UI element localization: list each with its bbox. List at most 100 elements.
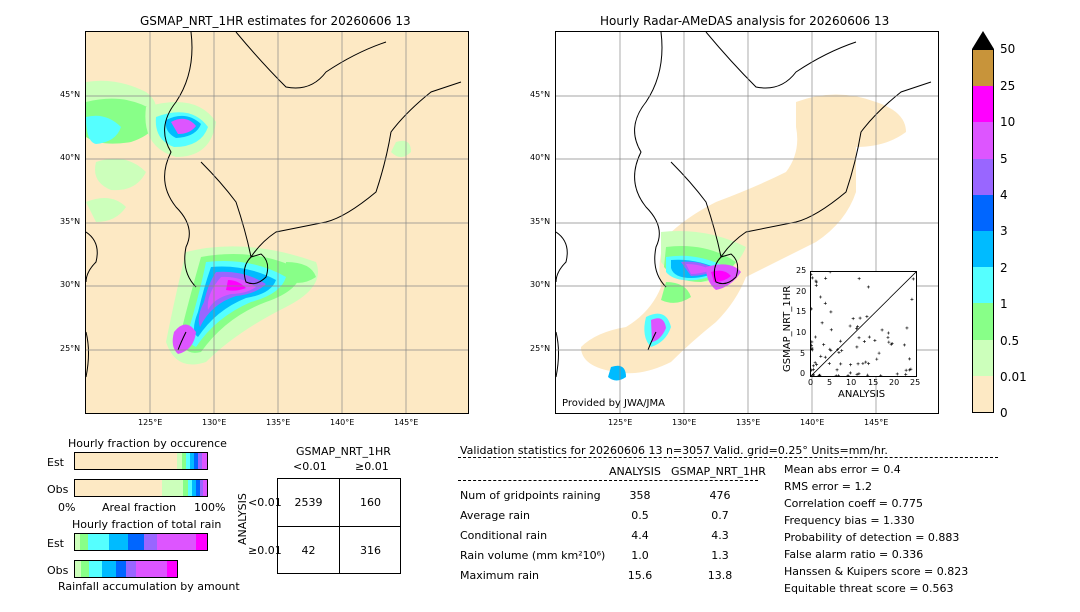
contingency-cell: 160 <box>360 496 381 509</box>
right-lon-tick: 135°E <box>736 418 761 427</box>
scatter-point <box>819 295 823 299</box>
scatter-point <box>819 354 823 358</box>
scatter-point <box>857 336 861 340</box>
scatter-point <box>810 346 814 350</box>
validation-subdivider <box>458 480 758 481</box>
scatter-point <box>837 350 841 354</box>
total-rain-title: Hourly fraction of total rain <box>72 518 222 531</box>
validation-row-label: Maximum rain <box>460 569 539 582</box>
scatter-point <box>809 368 813 372</box>
validation-analysis-value: 358 <box>629 489 651 502</box>
colorbar-swatch <box>973 230 993 268</box>
scatter-point <box>908 357 912 361</box>
scatter-point <box>886 331 890 335</box>
left-lat-tick: 35°N <box>60 217 81 226</box>
scatter-point <box>828 270 832 274</box>
total-rain-est-bar <box>74 533 208 551</box>
occurrence-axis-label: Areal fraction <box>102 501 177 514</box>
occurrence-obs-bar <box>74 479 208 497</box>
scatter-point <box>810 276 814 280</box>
scatter-point <box>846 374 850 378</box>
occurrence-axis-right: 100% <box>194 501 226 514</box>
colorbar-swatch <box>973 267 993 304</box>
validation-row-label: Rain volume (mm km²10⁶) <box>460 549 606 562</box>
scatter-point <box>811 373 815 377</box>
score-hk: Hanssen & Kuipers score = 0.823 <box>784 565 969 578</box>
colorbar-swatch <box>973 122 993 159</box>
left-precip-field <box>86 80 411 365</box>
colorbar-label: 0 <box>1000 406 1008 420</box>
validation-analysis-value: 4.4 <box>631 529 649 542</box>
right-lat-tick: 30°N <box>530 280 551 289</box>
scatter-point <box>849 363 853 367</box>
scatter-point <box>886 335 890 339</box>
scatter-point <box>867 362 871 366</box>
total-rain-row-label: Obs <box>47 564 69 577</box>
validation-gsmap-value: 0.7 <box>711 509 729 522</box>
left-map-title: GSMAP_NRT_1HR estimates for 20260606 13 <box>140 14 411 28</box>
contingency-cell: 42 <box>301 544 316 557</box>
right-lat-tick: 45°N <box>530 90 551 99</box>
scatter-point <box>809 343 813 347</box>
contingency-col-label: <0.01 <box>293 460 327 473</box>
score-mean-abs-error: Mean abs error = 0.4 <box>784 463 901 476</box>
colorbar <box>972 49 994 413</box>
right-lat-tick: 25°N <box>530 344 551 353</box>
validation-header: Validation statistics for 20260606 13 n=… <box>460 444 888 457</box>
contingency-row-label: ≥0.01 <box>248 544 282 557</box>
validation-gsmap-value: 13.8 <box>707 569 733 582</box>
scatter-inset <box>809 209 1005 378</box>
score-ets: Equitable threat score = 0.563 <box>784 582 954 595</box>
occurrence-axis-left: 0% <box>58 501 76 514</box>
scatter-point <box>909 367 913 371</box>
scatter-point <box>820 321 824 325</box>
left-map-canvas <box>86 32 468 413</box>
colorbar-swatch <box>973 339 993 376</box>
left-lon-tick: 125°E <box>138 418 163 427</box>
validation-row-label: Num of gridpoints raining <box>460 489 601 502</box>
validation-row-label: Average rain <box>460 509 530 522</box>
validation-gsmap-value: 1.3 <box>711 549 729 562</box>
score-frequency-bias: Frequency bias = 1.330 <box>784 514 915 527</box>
scatter-point <box>829 310 833 314</box>
colorbar-swatch <box>973 375 993 412</box>
scatter-point <box>813 361 817 365</box>
scatter-xtick: 20 <box>889 378 900 387</box>
scatter-point <box>851 317 855 321</box>
scatter-point <box>857 277 861 281</box>
right-coastlines <box>556 32 932 378</box>
right-map-title: Hourly Radar-AMeDAS analysis for 2026060… <box>600 14 890 28</box>
scatter-point <box>911 277 915 281</box>
scatter-canvas <box>809 209 1005 378</box>
scatter-xtick: 0 <box>808 378 814 387</box>
scatter-point <box>829 348 833 352</box>
scatter-xtick: 15 <box>868 378 879 387</box>
scatter-point <box>814 280 818 284</box>
scatter-point <box>856 362 860 366</box>
scatter-point <box>813 335 817 339</box>
validation-col-header: GSMAP_NRT_1HR <box>671 465 766 478</box>
left-lon-tick: 135°E <box>266 418 291 427</box>
scatter-point <box>840 349 844 353</box>
total-rain-obs-bar <box>74 560 178 578</box>
scatter-point <box>823 301 827 305</box>
score-far: False alarm ratio = 0.336 <box>784 548 924 561</box>
left-lat-tick: 25°N <box>60 344 81 353</box>
colorbar-label: 2 <box>1000 261 1008 275</box>
scatter-point <box>848 371 852 375</box>
score-pod: Probability of detection = 0.883 <box>784 531 960 544</box>
scatter-point <box>862 340 866 344</box>
validation-analysis-value: 1.0 <box>631 549 649 562</box>
right-lat-tick: 40°N <box>530 153 551 162</box>
right-lat-tick: 35°N <box>530 217 551 226</box>
scatter-point <box>858 316 862 320</box>
scatter-point <box>810 340 814 344</box>
scatter-ytick: 20 <box>796 287 807 296</box>
validation-col-header: ANALYSIS <box>609 465 661 478</box>
scatter-point <box>811 368 815 372</box>
occurrence-row-label: Obs <box>47 483 69 496</box>
scatter-point <box>836 374 840 378</box>
scatter-point <box>839 362 843 366</box>
scatter-point <box>889 342 893 346</box>
scatter-point <box>875 357 879 361</box>
